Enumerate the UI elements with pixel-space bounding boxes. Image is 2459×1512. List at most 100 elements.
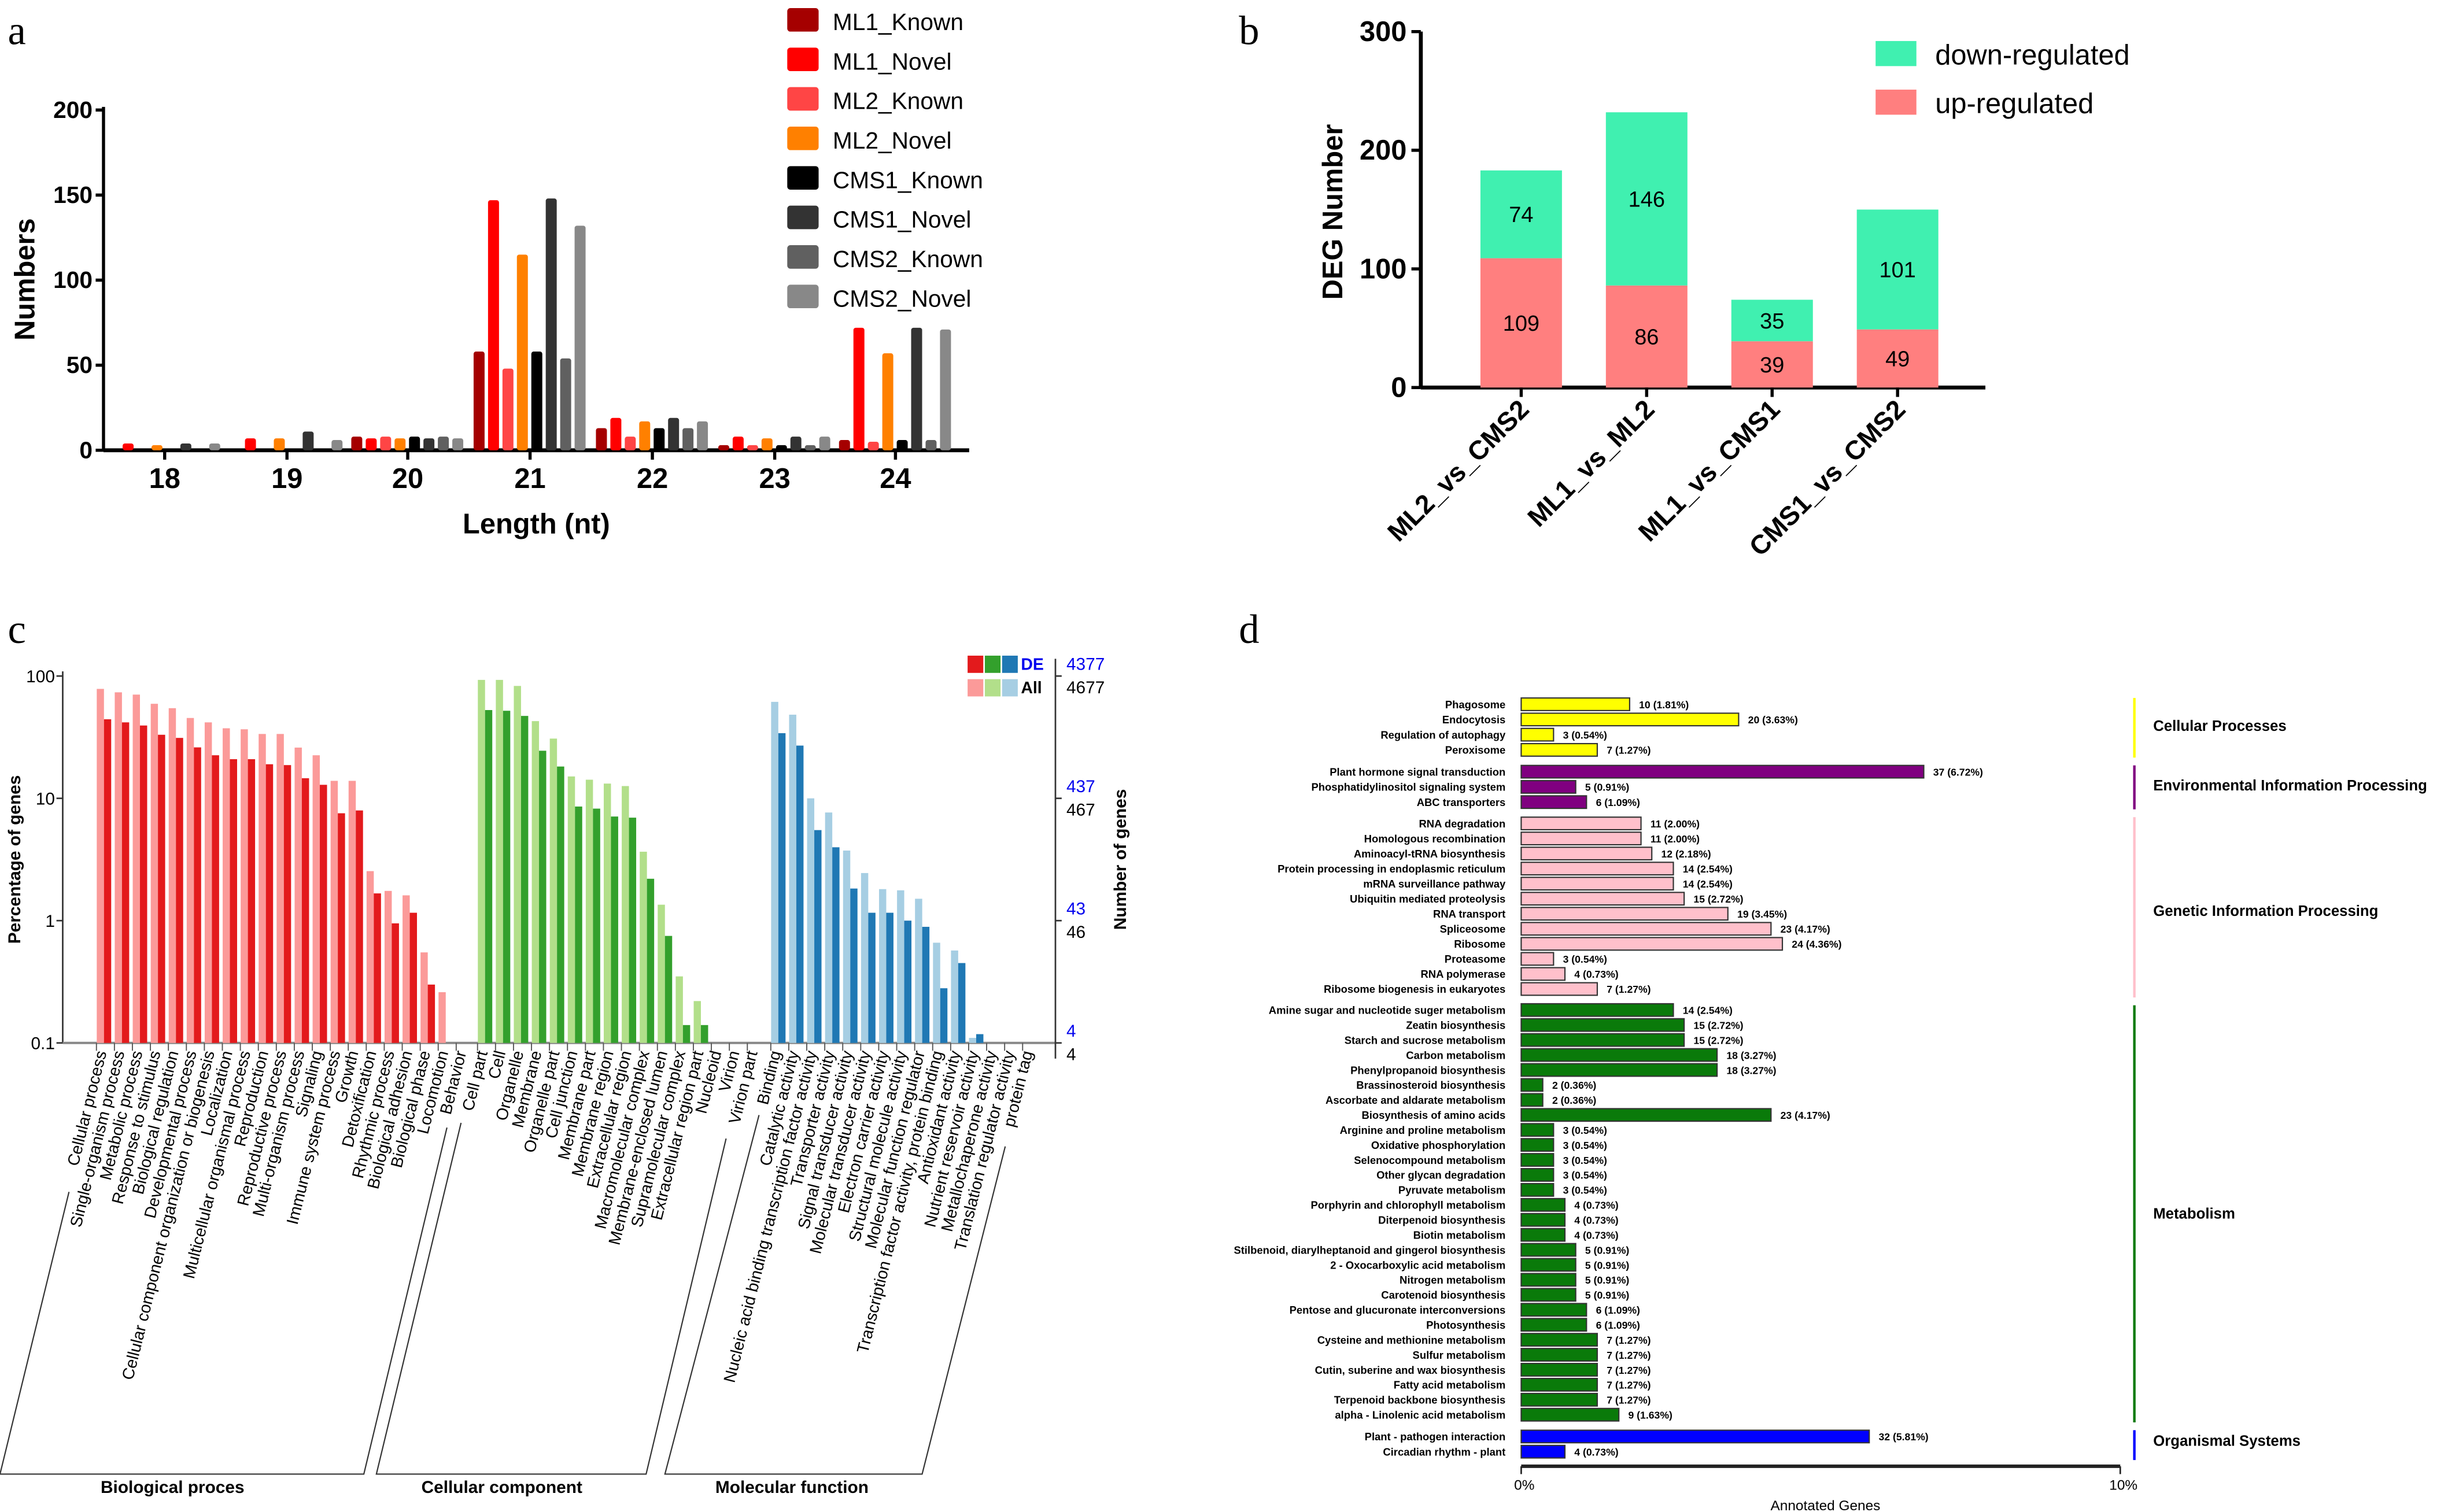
bar-Starch and sucrose metabolism bbox=[1520, 1033, 1685, 1047]
bar-ML2_Novel-19 bbox=[274, 438, 285, 450]
bar-alpha - Linolenic acid metabolism bbox=[1520, 1407, 1620, 1422]
pathway-label: Starch and sucrose metabolism bbox=[1345, 1034, 1505, 1046]
bar-ABC transporters bbox=[1520, 795, 1587, 809]
y-tick-label: 50 bbox=[67, 352, 93, 378]
bar-ML1_Known-24 bbox=[839, 440, 850, 450]
bar-down-regulated-ML1_vs_CMS1 bbox=[1731, 300, 1813, 342]
legend-label: CMS1_Known bbox=[833, 167, 983, 193]
pathway-label: Phosphatidylinositol signaling system bbox=[1312, 781, 1506, 793]
bar-all-Antioxidant activity bbox=[951, 950, 958, 1043]
bar-ML2_Novel-24 bbox=[882, 353, 893, 450]
pathway-label: Phenylpropanoid biosynthesis bbox=[1350, 1064, 1505, 1076]
legend-swatch bbox=[787, 47, 819, 72]
value-label: 14 (2.54%) bbox=[1683, 1005, 1733, 1016]
bar-RNA degradation bbox=[1520, 816, 1642, 831]
legend-swatch bbox=[787, 245, 819, 269]
x-tick-label: 0% bbox=[1514, 1478, 1534, 1493]
legend-label: up-regulated bbox=[1935, 88, 2094, 120]
y2-tick-label-de: 437 bbox=[1066, 777, 1095, 796]
bar-mRNA surveillance pathway bbox=[1520, 877, 1674, 891]
bar-de-Membrane region bbox=[611, 816, 618, 1043]
bar-Terpenoid backbone biosynthesis bbox=[1520, 1392, 1598, 1407]
bar-ML2_Known-22 bbox=[625, 437, 636, 450]
value-label: 2 (0.36%) bbox=[1552, 1080, 1596, 1091]
legend-swatch bbox=[787, 205, 819, 230]
value-label: 4 (0.73%) bbox=[1574, 1446, 1618, 1458]
pathway-label: Pentose and glucuronate interconversions bbox=[1290, 1304, 1506, 1316]
bar-ML2_Known-21 bbox=[502, 368, 514, 450]
bar-all-Membrane region bbox=[603, 783, 611, 1043]
pathway-label: RNA transport bbox=[1433, 908, 1505, 920]
pathway-label: Carbon metabolism bbox=[1406, 1049, 1505, 1061]
value-label: 3 (0.54%) bbox=[1563, 1155, 1607, 1166]
bar-de-Cellular component organization or biogenesis bbox=[212, 755, 219, 1043]
pathway-label: Circadian rhythm - plant bbox=[1383, 1446, 1505, 1458]
bar-Aminoacyl-tRNA biosynthesis bbox=[1520, 846, 1653, 861]
bar-all-Cellular process bbox=[97, 689, 104, 1043]
bar-de-Rhythmic process bbox=[392, 923, 399, 1043]
pathway-label: mRNA surveillance pathway bbox=[1363, 878, 1506, 890]
data-label: 49 bbox=[1885, 347, 1910, 372]
bar-de-Multi-organism process bbox=[301, 778, 309, 1043]
bar-Pentose and glucuronate interconversions bbox=[1520, 1303, 1587, 1317]
bar-de-Biological phase bbox=[427, 984, 435, 1043]
y2-tick-label-all: 467 bbox=[1066, 801, 1095, 820]
value-label: 15 (2.72%) bbox=[1693, 1034, 1743, 1046]
bar-Diterpenoid biosynthesis bbox=[1520, 1212, 1566, 1227]
bar-Zeatin biosynthesis bbox=[1520, 1018, 1685, 1032]
legend-swatch-all bbox=[1002, 679, 1018, 697]
data-label: 146 bbox=[1629, 188, 1665, 212]
pathway-label: Ribosome bbox=[1454, 938, 1505, 950]
bar-ML1_Known-20 bbox=[351, 437, 363, 450]
data-label: 109 bbox=[1503, 312, 1539, 336]
value-label: 6 (1.09%) bbox=[1596, 1319, 1640, 1331]
bar-ML2_Known-24 bbox=[867, 442, 879, 450]
bar-de-Reproductive process bbox=[283, 765, 291, 1043]
value-label: 4 (0.73%) bbox=[1574, 1200, 1618, 1211]
bar-Carbon metabolism bbox=[1520, 1048, 1718, 1062]
y-tick-label: 0.1 bbox=[31, 1034, 54, 1053]
bar-de-Single-organism process bbox=[121, 722, 130, 1043]
bar-de-Response to stimulus bbox=[158, 734, 165, 1043]
bar-de-Molecular transducer activity bbox=[868, 912, 876, 1043]
bar-all-Nutrient reservoir activity bbox=[969, 1037, 976, 1043]
bar-up-regulated-ML2_vs_CMS2 bbox=[1480, 258, 1562, 388]
bar-all-Multi-organism process bbox=[294, 747, 302, 1043]
value-label: 4 (0.73%) bbox=[1574, 968, 1618, 980]
pathway-label: Cutin, suberine and wax biosynthesis bbox=[1315, 1364, 1506, 1376]
bar-de-Membrane-enclosed lumen bbox=[664, 936, 673, 1043]
bar-de-Biological regulation bbox=[176, 738, 183, 1043]
x-tick-label: 10% bbox=[2109, 1478, 2137, 1493]
y-tick-label: 0 bbox=[79, 437, 93, 463]
bar-ML1_Known-21 bbox=[473, 352, 485, 450]
value-label: 14 (2.54%) bbox=[1683, 878, 1733, 890]
bar-CMS1_Novel-23 bbox=[790, 437, 802, 450]
pathway-label: Spliceosome bbox=[1440, 923, 1506, 935]
y-tick-label: 1 bbox=[45, 912, 55, 931]
value-label: 7 (1.27%) bbox=[1607, 984, 1651, 995]
bar-de-Molecular function regulator bbox=[922, 926, 930, 1043]
bar-CMS2_Novel-20 bbox=[452, 438, 464, 450]
y-tick-label: 10 bbox=[36, 790, 55, 809]
pathway-label: Other glycan degradation bbox=[1376, 1169, 1505, 1181]
bar-all-Catalytic activity bbox=[789, 715, 796, 1043]
legend-swatch-de bbox=[968, 655, 984, 673]
x-tick-label: 23 bbox=[759, 463, 790, 494]
y2-tick-label-de: 4377 bbox=[1066, 655, 1105, 674]
bar-Endocytosis bbox=[1520, 712, 1740, 727]
bar-CMS1_Known-22 bbox=[653, 428, 665, 450]
bar-Carotenoid biosynthesis bbox=[1520, 1288, 1576, 1302]
pathway-label: Cysteine and methionine metabolism bbox=[1317, 1334, 1506, 1346]
bar-Stilbenoid, diarylheptanoid and gingerol biosynthesis bbox=[1520, 1243, 1576, 1257]
bar-Circadian rhythm - plant bbox=[1520, 1444, 1566, 1459]
x-axis-title: Length (nt) bbox=[463, 508, 610, 539]
bar-all-Detoxification bbox=[366, 871, 374, 1043]
bar-CMS2_Novel-18 bbox=[209, 443, 220, 450]
category-label: Cellular Processes bbox=[2153, 718, 2286, 734]
bar-ML1_Novel-18 bbox=[123, 443, 134, 450]
pathway-label: Arginine and proline metabolism bbox=[1340, 1124, 1506, 1136]
value-label: 9 (1.63%) bbox=[1629, 1410, 1672, 1421]
value-label: 5 (0.91%) bbox=[1585, 1244, 1629, 1256]
bar-all-Extracellular region bbox=[622, 786, 629, 1043]
bar-all-Developmental process bbox=[186, 718, 194, 1043]
